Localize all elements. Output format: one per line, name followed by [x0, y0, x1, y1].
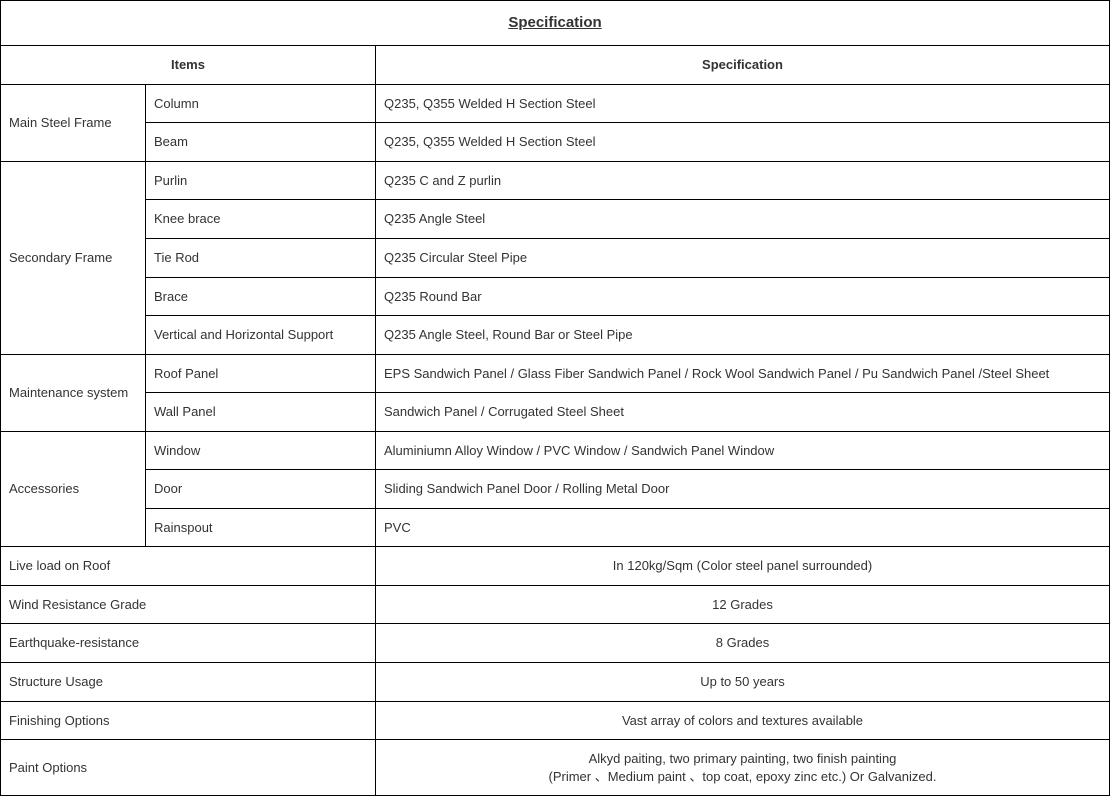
item-cell: Rainspout — [146, 508, 376, 547]
table-row: Maintenance system Roof Panel EPS Sandwi… — [1, 354, 1110, 393]
table-row: Structure Usage Up to 50 years — [1, 663, 1110, 702]
table-row: Main Steel Frame Column Q235, Q355 Welde… — [1, 84, 1110, 123]
full-row-label: Finishing Options — [1, 701, 376, 740]
full-row-value: Up to 50 years — [376, 663, 1110, 702]
spec-cell: Aluminiumn Alloy Window / PVC Window / S… — [376, 431, 1110, 470]
full-row-value: 12 Grades — [376, 585, 1110, 624]
spec-cell: EPS Sandwich Panel / Glass Fiber Sandwic… — [376, 354, 1110, 393]
table-row: Rainspout PVC — [1, 508, 1110, 547]
table-row: Beam Q235, Q355 Welded H Section Steel — [1, 123, 1110, 162]
table-row: Vertical and Horizontal Support Q235 Ang… — [1, 316, 1110, 355]
table-row: Door Sliding Sandwich Panel Door / Rolli… — [1, 470, 1110, 509]
item-cell: Tie Rod — [146, 238, 376, 277]
full-row-label: Paint Options — [1, 740, 376, 796]
category-cell: Main Steel Frame — [1, 84, 146, 161]
full-row-value: Vast array of colors and textures availa… — [376, 701, 1110, 740]
specification-table-body: Specification Items Specification Main S… — [1, 1, 1110, 796]
full-row-label: Live load on Roof — [1, 547, 376, 586]
spec-cell: Sliding Sandwich Panel Door / Rolling Me… — [376, 470, 1110, 509]
table-row: Wall Panel Sandwich Panel / Corrugated S… — [1, 393, 1110, 432]
category-cell: Maintenance system — [1, 354, 146, 431]
spec-cell: Q235 Round Bar — [376, 277, 1110, 316]
full-row-label: Structure Usage — [1, 663, 376, 702]
spec-cell: Q235 C and Z purlin — [376, 161, 1110, 200]
table-row: Accessories Window Aluminiumn Alloy Wind… — [1, 431, 1110, 470]
item-cell: Knee brace — [146, 200, 376, 239]
table-header-row: Items Specification — [1, 46, 1110, 85]
full-row-value: Alkyd paiting, two primary painting, two… — [376, 740, 1110, 796]
header-spec: Specification — [376, 46, 1110, 85]
item-cell: Door — [146, 470, 376, 509]
full-row-label: Wind Resistance Grade — [1, 585, 376, 624]
spec-cell: Q235 Circular Steel Pipe — [376, 238, 1110, 277]
item-cell: Wall Panel — [146, 393, 376, 432]
table-row: Paint Options Alkyd paiting, two primary… — [1, 740, 1110, 796]
full-row-value: In 120kg/Sqm (Color steel panel surround… — [376, 547, 1110, 586]
table-row: Wind Resistance Grade 12 Grades — [1, 585, 1110, 624]
table-row: Tie Rod Q235 Circular Steel Pipe — [1, 238, 1110, 277]
full-row-label: Earthquake-resistance — [1, 624, 376, 663]
category-cell: Accessories — [1, 431, 146, 547]
table-row: Live load on Roof In 120kg/Sqm (Color st… — [1, 547, 1110, 586]
table-title-row: Specification — [1, 1, 1110, 46]
table-row: Brace Q235 Round Bar — [1, 277, 1110, 316]
item-cell: Beam — [146, 123, 376, 162]
table-row: Earthquake-resistance 8 Grades — [1, 624, 1110, 663]
item-cell: Purlin — [146, 161, 376, 200]
specification-table: Specification Items Specification Main S… — [0, 0, 1110, 796]
spec-cell: Q235, Q355 Welded H Section Steel — [376, 123, 1110, 162]
table-row: Secondary Frame Purlin Q235 C and Z purl… — [1, 161, 1110, 200]
full-row-value: 8 Grades — [376, 624, 1110, 663]
item-cell: Vertical and Horizontal Support — [146, 316, 376, 355]
header-items: Items — [1, 46, 376, 85]
spec-cell: Q235 Angle Steel, Round Bar or Steel Pip… — [376, 316, 1110, 355]
spec-cell: PVC — [376, 508, 1110, 547]
item-cell: Brace — [146, 277, 376, 316]
spec-cell: Sandwich Panel / Corrugated Steel Sheet — [376, 393, 1110, 432]
item-cell: Window — [146, 431, 376, 470]
table-title: Specification — [1, 1, 1110, 46]
table-row: Finishing Options Vast array of colors a… — [1, 701, 1110, 740]
category-cell: Secondary Frame — [1, 161, 146, 354]
item-cell: Roof Panel — [146, 354, 376, 393]
spec-cell: Q235, Q355 Welded H Section Steel — [376, 84, 1110, 123]
item-cell: Column — [146, 84, 376, 123]
spec-cell: Q235 Angle Steel — [376, 200, 1110, 239]
table-row: Knee brace Q235 Angle Steel — [1, 200, 1110, 239]
